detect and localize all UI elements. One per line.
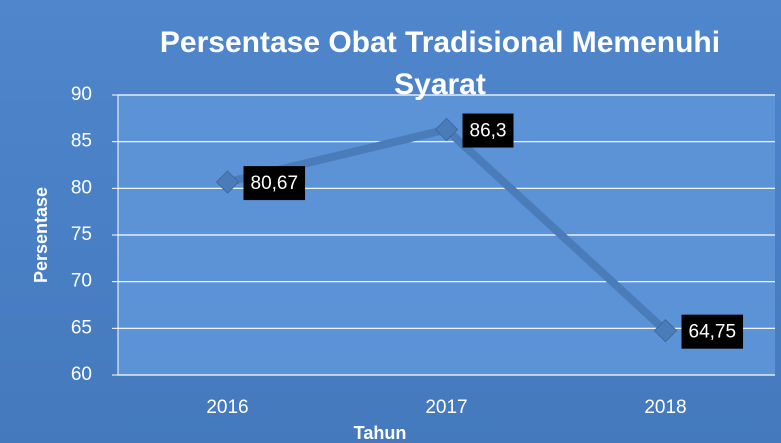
data-label: 80,67 — [251, 173, 299, 194]
data-label: 86,3 — [470, 121, 507, 142]
chart-title: Persentase Obat Tradisional Memenuhi Sya… — [159, 26, 721, 101]
y-tick-label: 65 — [71, 317, 92, 338]
y-tick-label: 60 — [71, 364, 92, 385]
marker — [653, 318, 678, 343]
y-tick-label: 70 — [71, 271, 92, 292]
x-axis-label: Tahun — [354, 423, 407, 443]
marker — [215, 170, 240, 194]
y-tick-label: 85 — [71, 131, 92, 152]
x-tick-label: 2016 — [206, 397, 248, 418]
data-label-bg — [462, 113, 514, 148]
x-tick-label: 2018 — [644, 397, 686, 418]
y-tick-label: 75 — [71, 224, 92, 245]
data-label-bg — [681, 314, 744, 349]
data-label: 64,75 — [689, 322, 737, 343]
y-tick-label: 90 — [71, 84, 92, 105]
y-axis-label: Persentase — [31, 187, 51, 283]
marker — [434, 117, 459, 142]
y-tick-label: 80 — [71, 177, 92, 198]
x-tick-label: 2017 — [425, 397, 467, 418]
data-label-bg — [243, 166, 306, 201]
